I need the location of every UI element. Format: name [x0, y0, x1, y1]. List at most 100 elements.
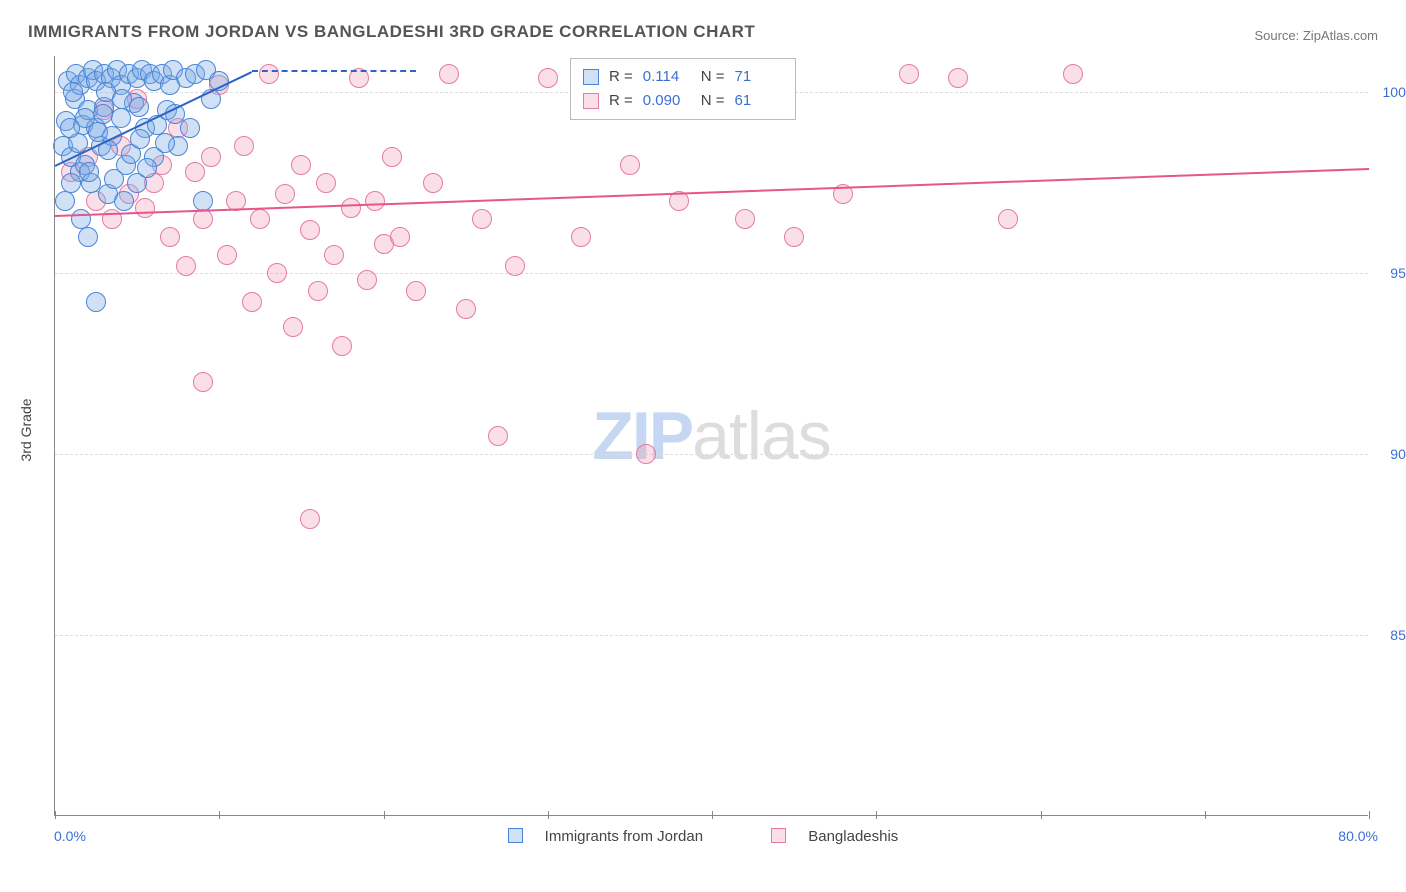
- data-point-series2: [201, 147, 221, 167]
- legend-label-1: Immigrants from Jordan: [545, 828, 703, 845]
- data-point-series1: [55, 191, 75, 211]
- data-point-series2: [456, 299, 476, 319]
- data-point-series2: [571, 227, 591, 247]
- data-point-series2: [423, 173, 443, 193]
- data-point-series2: [538, 68, 558, 88]
- data-point-series2: [899, 64, 919, 84]
- y-tick-label: 85.0%: [1390, 627, 1406, 643]
- data-point-series2: [998, 209, 1018, 229]
- x-tick: [1369, 811, 1370, 819]
- n-label-2: N =: [701, 89, 725, 113]
- data-point-series2: [283, 317, 303, 337]
- x-tick: [55, 811, 56, 819]
- x-tick: [219, 811, 220, 819]
- chart-title: IMMIGRANTS FROM JORDAN VS BANGLADESHI 3R…: [28, 22, 755, 42]
- stats-swatch-1: [583, 69, 599, 85]
- data-point-series1: [63, 82, 83, 102]
- data-point-series2: [242, 292, 262, 312]
- data-point-series2: [382, 147, 402, 167]
- y-gridline: [55, 273, 1368, 274]
- data-point-series1: [60, 118, 80, 138]
- data-point-series2: [406, 281, 426, 301]
- stats-box: R = 0.114 N = 71 R = 0.090 N = 61: [570, 58, 796, 120]
- data-point-series2: [365, 191, 385, 211]
- source-label: Source: ZipAtlas.com: [1254, 28, 1378, 43]
- legend-bottom: Immigrants from Jordan Bangladeshis: [0, 828, 1406, 845]
- data-point-series2: [217, 245, 237, 265]
- data-point-series2: [234, 136, 254, 156]
- x-tick: [876, 811, 877, 819]
- data-point-series2: [636, 444, 656, 464]
- data-point-series2: [291, 155, 311, 175]
- data-point-series2: [324, 245, 344, 265]
- data-point-series2: [439, 64, 459, 84]
- stats-swatch-2: [583, 93, 599, 109]
- data-point-series1: [114, 191, 134, 211]
- stats-row-1: R = 0.114 N = 71: [583, 65, 783, 89]
- stats-row-2: R = 0.090 N = 61: [583, 89, 783, 113]
- data-point-series2: [1063, 64, 1083, 84]
- data-point-series2: [620, 155, 640, 175]
- data-point-series1: [78, 227, 98, 247]
- y-gridline: [55, 454, 1368, 455]
- data-point-series2: [316, 173, 336, 193]
- data-point-series1: [129, 97, 149, 117]
- data-point-series2: [275, 184, 295, 204]
- data-point-series1: [79, 162, 99, 182]
- data-point-series2: [341, 198, 361, 218]
- watermark-atlas: atlas: [692, 398, 831, 474]
- y-tick-label: 90.0%: [1390, 446, 1406, 462]
- data-point-series1: [104, 169, 124, 189]
- n-label-1: N =: [701, 65, 725, 89]
- data-point-series2: [135, 198, 155, 218]
- legend-swatch-1: [508, 828, 523, 843]
- data-point-series2: [160, 227, 180, 247]
- data-point-series2: [784, 227, 804, 247]
- y-tick-label: 100.0%: [1383, 84, 1406, 100]
- data-point-series1: [155, 133, 175, 153]
- r-label-1: R =: [609, 65, 633, 89]
- data-point-series2: [948, 68, 968, 88]
- data-point-series2: [250, 209, 270, 229]
- data-point-series2: [505, 256, 525, 276]
- y-tick-label: 95.0%: [1390, 265, 1406, 281]
- data-point-series2: [488, 426, 508, 446]
- data-point-series2: [259, 64, 279, 84]
- data-point-series1: [130, 129, 150, 149]
- legend-label-2: Bangladeshis: [808, 828, 898, 845]
- data-point-series2: [267, 263, 287, 283]
- data-point-series1: [180, 118, 200, 138]
- y-axis-label: 3rd Grade: [18, 398, 34, 461]
- n-value-1: 71: [735, 65, 783, 89]
- data-point-series1: [193, 191, 213, 211]
- r-label-2: R =: [609, 89, 633, 113]
- data-point-series2: [332, 336, 352, 356]
- legend-item-2: Bangladeshis: [755, 828, 914, 845]
- data-point-series1: [137, 158, 157, 178]
- data-point-series2: [390, 227, 410, 247]
- trendline-series1-extrapolated: [252, 70, 416, 72]
- data-point-series2: [472, 209, 492, 229]
- data-point-series1: [88, 122, 108, 142]
- data-point-series1: [61, 173, 81, 193]
- x-tick: [384, 811, 385, 819]
- r-value-1: 0.114: [643, 65, 691, 89]
- legend-swatch-2: [771, 828, 786, 843]
- scatter-plot-area: ZIPatlas 85.0%90.0%95.0%100.0%: [54, 56, 1368, 816]
- data-point-series2: [308, 281, 328, 301]
- data-point-series2: [176, 256, 196, 276]
- data-point-series2: [193, 372, 213, 392]
- y-gridline: [55, 635, 1368, 636]
- x-tick: [712, 811, 713, 819]
- r-value-2: 0.090: [643, 89, 691, 113]
- data-point-series1: [71, 209, 91, 229]
- n-value-2: 61: [735, 89, 783, 113]
- x-tick: [548, 811, 549, 819]
- data-point-series2: [357, 270, 377, 290]
- data-point-series1: [93, 104, 113, 124]
- data-point-series1: [86, 292, 106, 312]
- x-tick: [1205, 811, 1206, 819]
- trendline-series2: [55, 168, 1369, 217]
- x-tick: [1041, 811, 1042, 819]
- legend-item-1: Immigrants from Jordan: [492, 828, 719, 845]
